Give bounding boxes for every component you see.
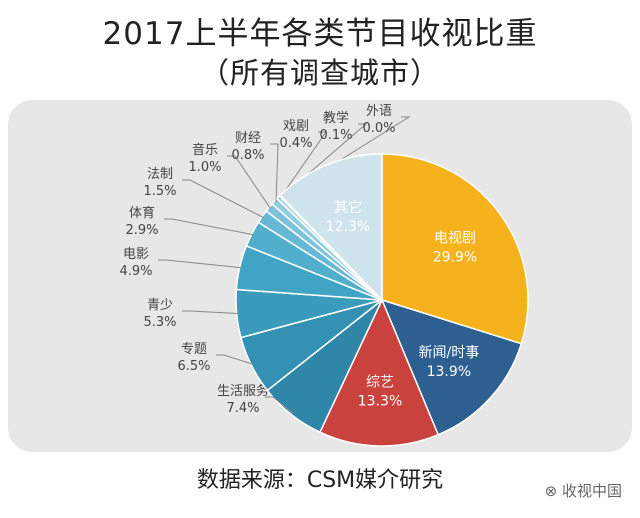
pie-slice-14: [279, 153, 383, 302]
leader-line: [265, 396, 293, 414]
data-source: 数据来源：CSM媒介研究: [196, 468, 444, 493]
slice-label: 其它: [334, 199, 362, 216]
pie-slice-2: [318, 298, 440, 447]
watermark: ⊗ 收视中国: [545, 480, 622, 501]
chart-title: 2017上半年各类节目收视比重: [102, 16, 538, 52]
slice-label: 外语: [366, 104, 392, 119]
leader-line: [182, 179, 265, 219]
slice-value-label: 0.8%: [231, 148, 264, 163]
slice-label: 教学: [323, 110, 349, 126]
slice-label: 法制: [147, 167, 173, 182]
slice-value-label: 2.9%: [125, 223, 158, 238]
slice-value-label: 6.5%: [177, 359, 210, 374]
pie-slice-0: [381, 153, 529, 345]
slice-label: 综艺: [366, 374, 394, 390]
slice-value-label: 13.9%: [427, 364, 471, 380]
slice-value-label: 13.3%: [358, 393, 402, 409]
wechat-icon: ⊗: [544, 482, 558, 500]
slice-label: 生活服务: [217, 383, 269, 399]
slice-label: 财经: [235, 131, 261, 146]
slice-label: 新闻/时事: [418, 345, 479, 361]
leader-line: [182, 310, 239, 314]
slice-value-label: 5.3%: [143, 315, 176, 330]
leader-line: [158, 259, 242, 269]
slice-label: 电视剧: [434, 230, 476, 246]
leader-line: [279, 131, 327, 199]
slice-label: 体育: [129, 205, 155, 221]
slice-value-label: 29.9%: [433, 249, 477, 265]
slice-value-label: 0.0%: [362, 121, 395, 136]
slice-value-label: 4.9%: [119, 264, 152, 279]
slice-label: 音乐: [192, 142, 218, 158]
slice-value-label: 1.5%: [143, 184, 176, 199]
chart-subtitle: （所有调查城市）: [199, 56, 440, 90]
watermark-text: 收视中国: [561, 482, 622, 500]
leader-line: [270, 143, 279, 203]
leader-line: [227, 155, 272, 209]
slice-value-label: 1.0%: [188, 160, 221, 175]
slice-value-label: 7.4%: [226, 401, 259, 416]
slice-label: 专题: [181, 342, 207, 357]
slice-value-label: 12.3%: [326, 219, 370, 235]
leader-line: [164, 218, 254, 236]
slice-label: 电影: [123, 247, 149, 262]
slice-value-label: 0.1%: [319, 128, 352, 143]
slice-value-label: 0.4%: [279, 136, 312, 151]
slice-label: 戏剧: [283, 119, 309, 134]
leader-line: [216, 354, 254, 365]
slice-label: 青少: [147, 298, 173, 313]
pie-slice-1: [380, 298, 523, 436]
